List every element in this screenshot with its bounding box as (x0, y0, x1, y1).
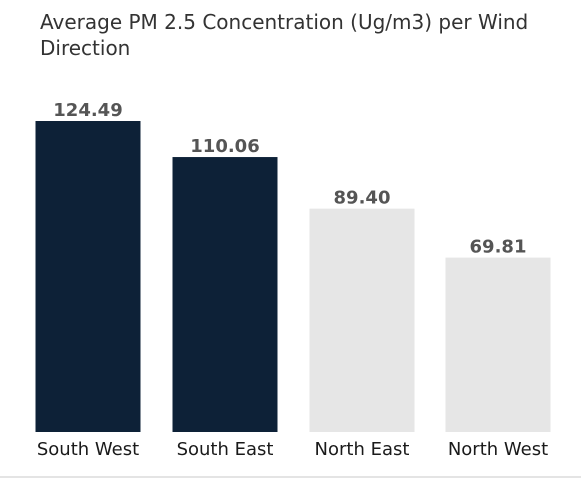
category-label: South West (37, 439, 139, 460)
bar-north-east (309, 208, 415, 432)
category-label: North East (315, 439, 410, 460)
category-label: South East (177, 439, 274, 460)
chart-title: Average PM 2.5 Concentration (Ug/m3) per… (40, 10, 529, 60)
value-label: 89.40 (334, 188, 391, 209)
category-label: North West (448, 439, 548, 460)
bottom-divider (0, 476, 581, 478)
bar-south-west (35, 121, 141, 432)
bar-south-east (172, 157, 278, 432)
bar-north-west (445, 257, 551, 432)
value-label: 69.81 (470, 237, 527, 258)
value-label: 110.06 (190, 136, 259, 157)
value-label: 124.49 (53, 100, 122, 121)
